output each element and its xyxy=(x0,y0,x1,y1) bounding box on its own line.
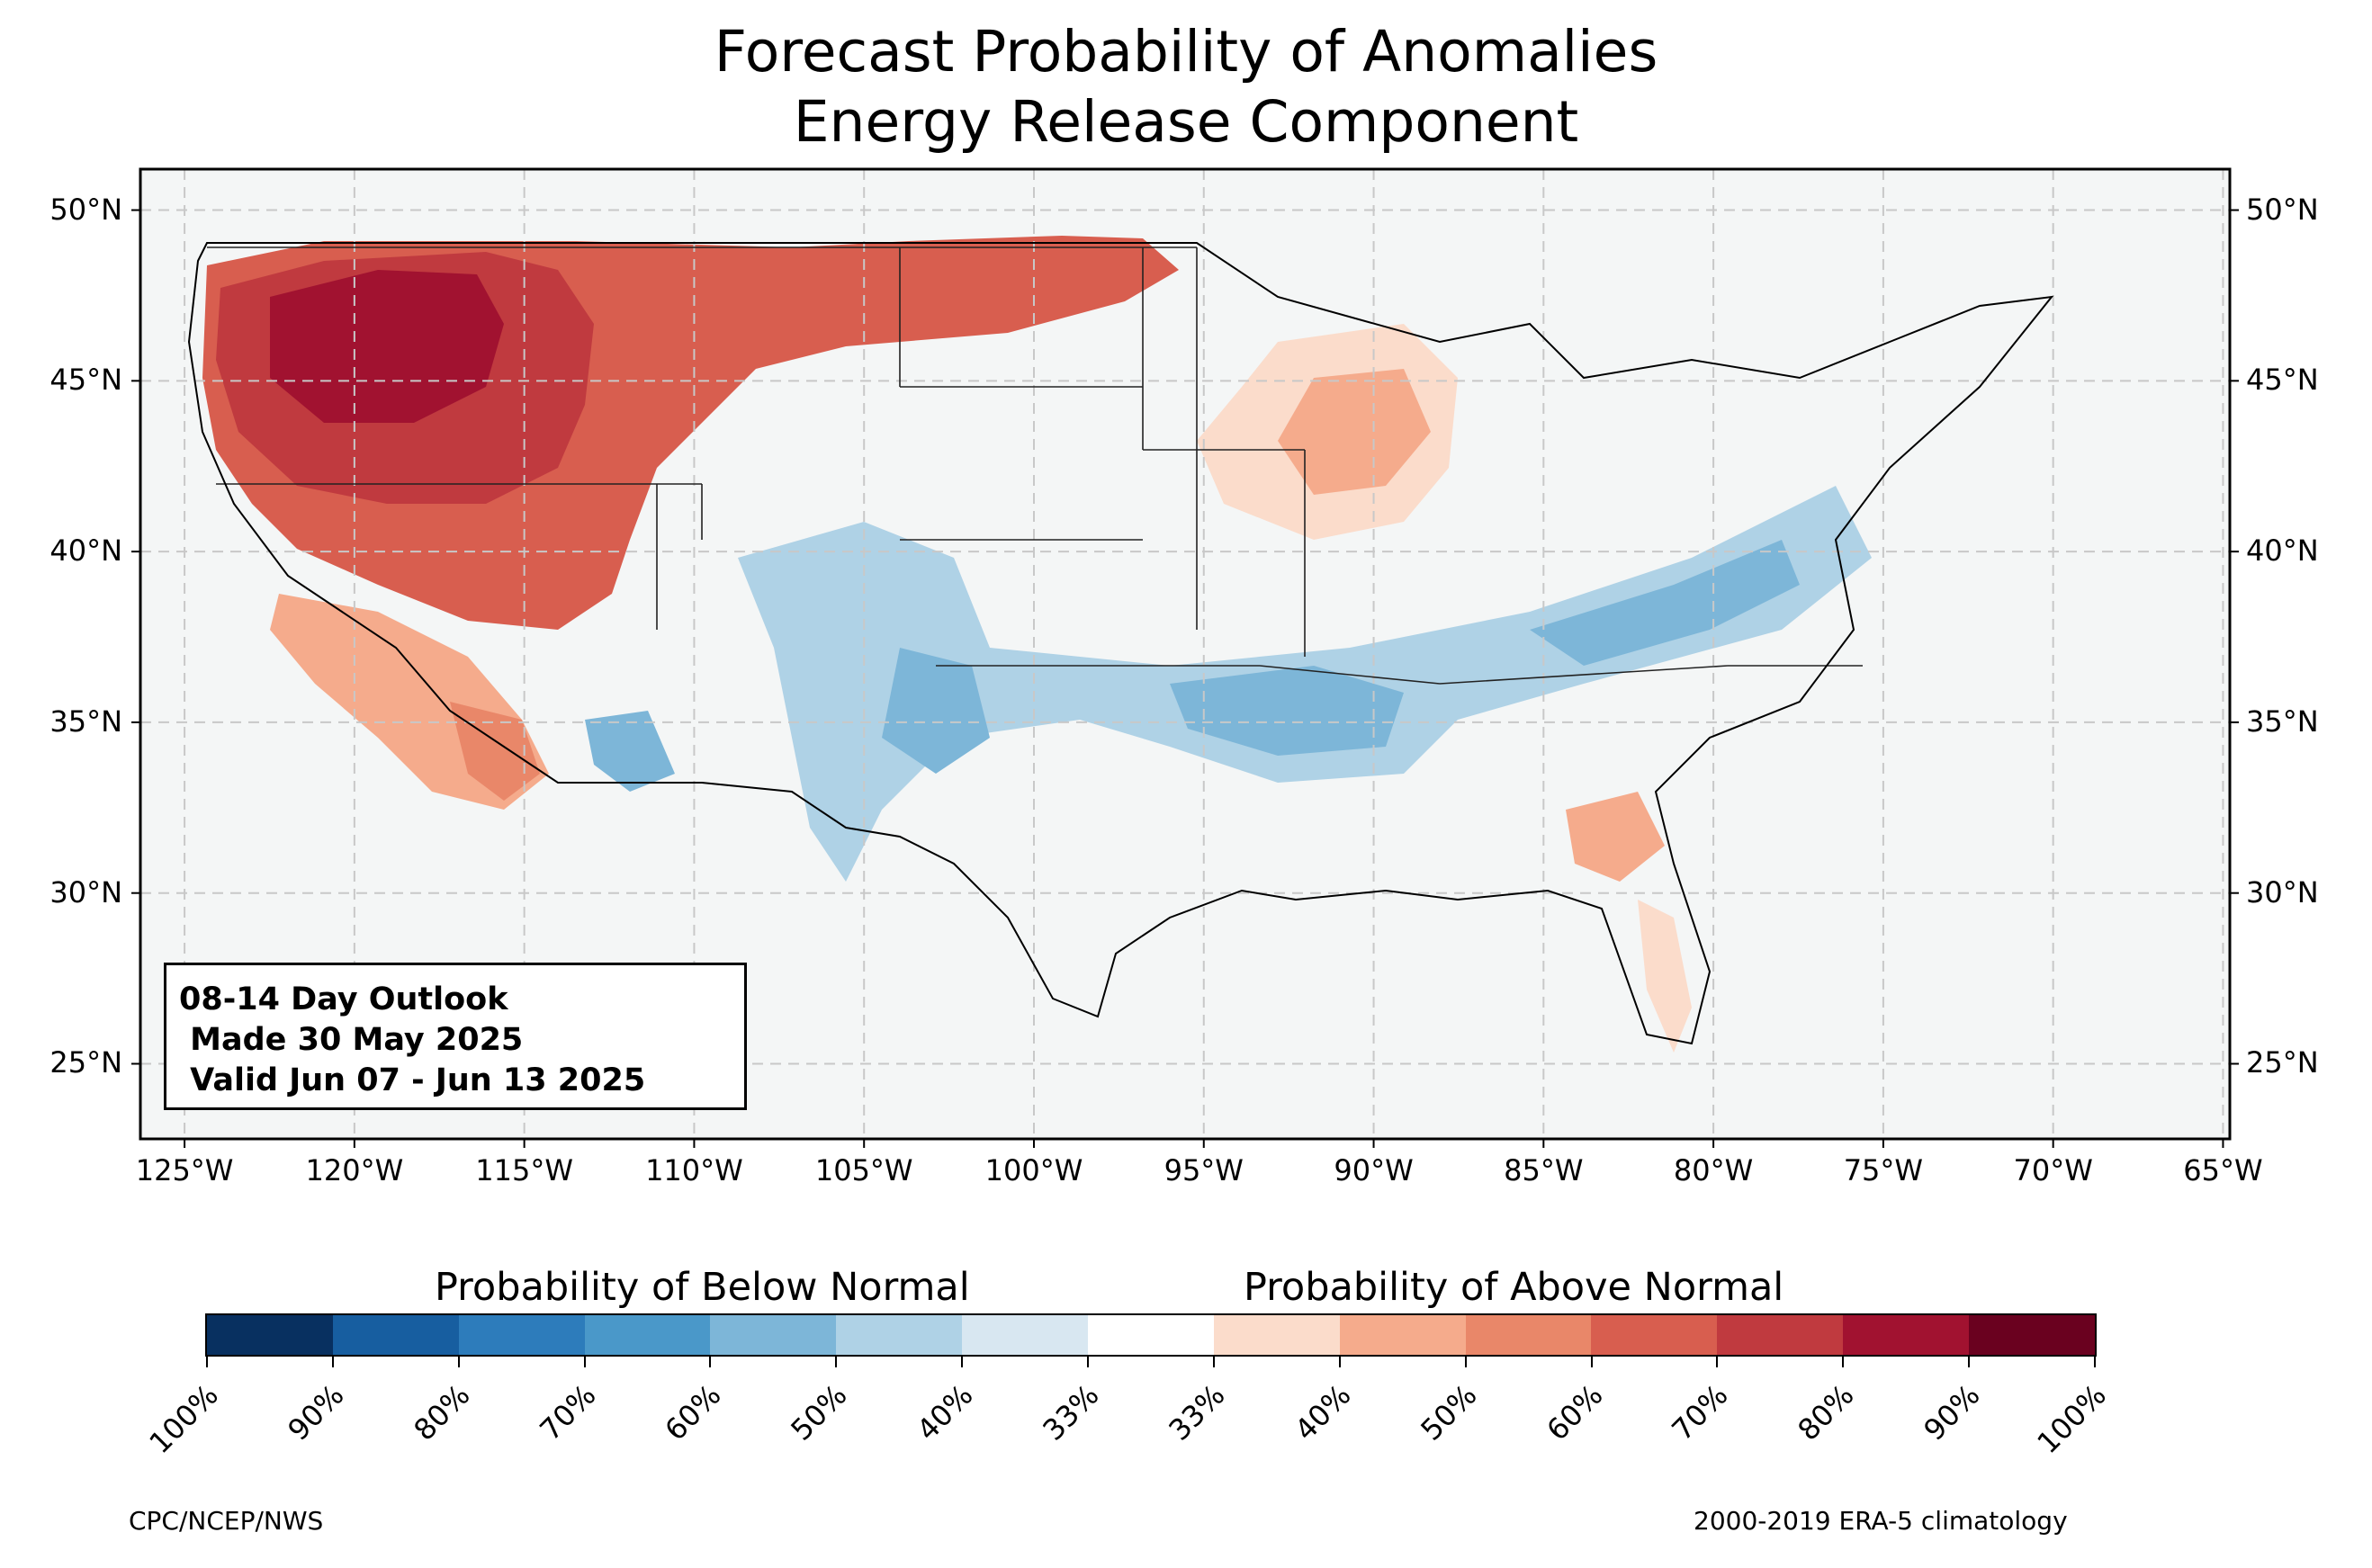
colorbar-tick xyxy=(1464,1357,1467,1367)
colorbar-swatch xyxy=(1339,1315,1466,1355)
colorbar-tick xyxy=(1338,1357,1341,1367)
colorbar-above-label: Probability of Above Normal xyxy=(1244,1265,1784,1310)
colorbar-swatch xyxy=(1843,1315,1970,1355)
longitude-label: 75°W xyxy=(1843,1153,1924,1187)
latitude-label: 45°N xyxy=(2246,363,2319,398)
colorbar-swatch xyxy=(1591,1315,1718,1355)
latitude-label: 30°N xyxy=(49,874,122,909)
us-outline xyxy=(187,242,2054,1045)
colorbar-swatch xyxy=(207,1315,333,1355)
colorbar-tick xyxy=(331,1357,334,1367)
above-normal-region-florida xyxy=(1638,900,1692,1053)
colorbar-swatch xyxy=(584,1315,711,1355)
latitude-label: 45°N xyxy=(49,363,122,398)
colorbar-tick xyxy=(835,1357,838,1367)
latitude-label: 35°N xyxy=(2246,703,2319,739)
colorbar-tick xyxy=(583,1357,586,1367)
outlook-made-date: Made 30 May 2025 xyxy=(179,1022,524,1058)
colorbar-tick xyxy=(2094,1357,2096,1367)
latitude-label: 35°N xyxy=(49,703,122,739)
longitude-label: 110°W xyxy=(645,1153,743,1187)
latitude-label: 40°N xyxy=(2246,533,2319,569)
longitude-label: 65°W xyxy=(2183,1153,2263,1187)
longitude-label: 120°W xyxy=(305,1153,404,1187)
longitude-label: 115°W xyxy=(475,1153,573,1187)
colorbar-tick xyxy=(206,1357,208,1367)
colorbar-swatch xyxy=(1969,1315,2095,1355)
colorbar-tick xyxy=(1212,1357,1215,1367)
map-frame xyxy=(139,167,2232,1141)
colorbar-swatch xyxy=(458,1315,585,1355)
below-normal-core-south-central xyxy=(882,540,1800,774)
longitude-label: 85°W xyxy=(1504,1153,1584,1187)
colorbar-swatch xyxy=(962,1315,1089,1355)
colorbar-tick xyxy=(1716,1357,1719,1367)
longitude-label: 100°W xyxy=(984,1153,1083,1187)
outlook-period: 08-14 Day Outlook xyxy=(179,981,508,1017)
latitude-label: 25°N xyxy=(49,1045,122,1080)
longitude-label: 70°W xyxy=(2013,1153,2093,1187)
colorbar-swatch xyxy=(710,1315,837,1355)
colorbar-swatch xyxy=(1717,1315,1844,1355)
colorbar-tick xyxy=(1087,1357,1090,1367)
footer-source: CPC/NCEP/NWS xyxy=(129,1506,324,1536)
latitude-label: 25°N xyxy=(2246,1045,2319,1080)
colorbar-swatch xyxy=(1465,1315,1592,1355)
colorbar-swatch xyxy=(332,1315,459,1355)
colorbar-below-label: Probability of Below Normal xyxy=(435,1265,970,1310)
longitude-label: 80°W xyxy=(1673,1153,1754,1187)
longitude-label: 90°W xyxy=(1334,1153,1414,1187)
above-normal-core-upper-midwest xyxy=(1278,369,1431,495)
colorbar-tick xyxy=(1968,1357,1971,1367)
colorbar-swatch xyxy=(1213,1315,1340,1355)
longitude-label: 95°W xyxy=(1164,1153,1244,1187)
outlook-info-box: 08-14 Day Outlook Made 30 May 2025 Valid… xyxy=(164,963,747,1110)
latitude-label: 30°N xyxy=(2246,874,2319,909)
outlook-valid-range: Valid Jun 07 - Jun 13 2025 xyxy=(179,1062,646,1098)
footer-climatology: 2000-2019 ERA-5 climatology xyxy=(1694,1506,2068,1536)
latitude-label: 50°N xyxy=(49,192,122,227)
axis-ticks xyxy=(131,209,2239,1148)
probability-colorbar xyxy=(205,1313,2097,1357)
longitude-label: 105°W xyxy=(814,1153,913,1187)
colorbar-tick xyxy=(1590,1357,1593,1367)
above-normal-region-southeast xyxy=(1566,792,1665,882)
above-normal-max-northwest xyxy=(270,270,504,423)
longitude-label: 125°W xyxy=(135,1153,234,1187)
state-boundaries xyxy=(207,246,1863,685)
anomaly-layer xyxy=(202,236,1872,1053)
chart-title: Forecast Probability of Anomalies xyxy=(714,19,1658,85)
colorbar-tick xyxy=(1842,1357,1845,1367)
below-normal-region-nevada xyxy=(585,711,675,792)
chart-subtitle: Energy Release Component xyxy=(793,89,1579,155)
colorbar-tick xyxy=(709,1357,712,1367)
colorbar-swatch xyxy=(1088,1315,1214,1355)
latitude-label: 40°N xyxy=(49,533,122,569)
colorbar-swatch xyxy=(836,1315,963,1355)
colorbar-tick xyxy=(961,1357,964,1367)
colorbar-tick xyxy=(457,1357,460,1367)
latitude-label: 50°N xyxy=(2246,192,2319,227)
